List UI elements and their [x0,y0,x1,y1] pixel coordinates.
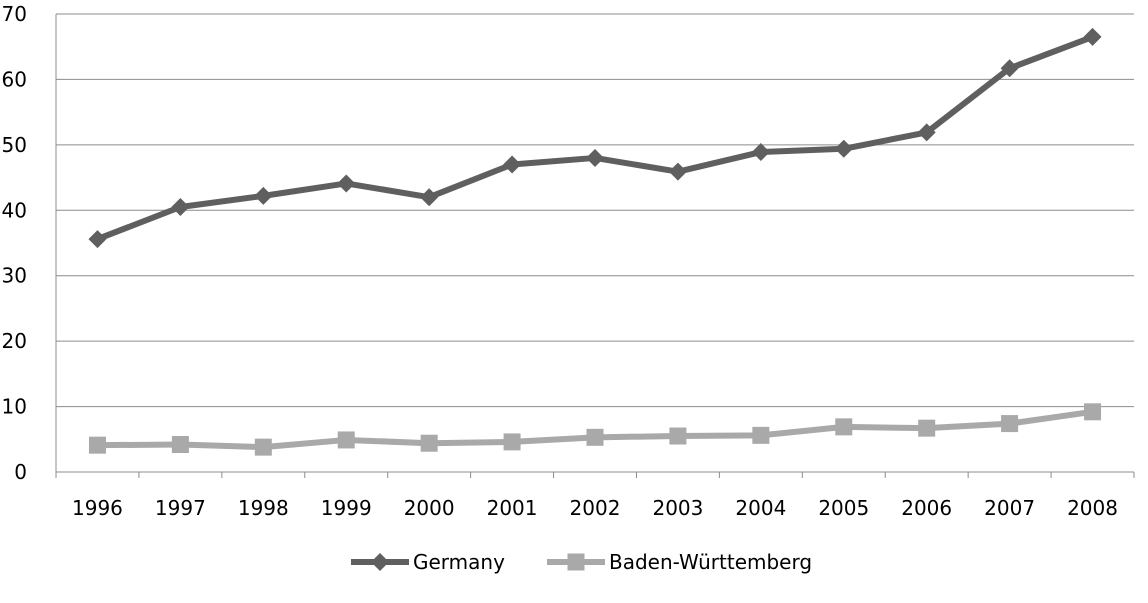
data-point [1083,27,1102,46]
data-point [917,123,936,142]
data-point [88,436,106,454]
x-tick-label: 2008 [1067,496,1118,520]
series-baden-w-rttemberg [88,403,1102,456]
data-point [254,186,273,205]
legend-swatch-marker [567,553,585,571]
data-point [835,418,853,436]
data-point [669,427,687,445]
series-germany [88,27,1102,249]
x-tick-label: 2007 [984,496,1035,520]
legend-label: Baden-Württemberg [609,550,812,574]
x-tick-label: 2004 [735,496,786,520]
x-tick-label: 1998 [238,496,289,520]
y-tick-label: 40 [2,198,27,222]
x-tick-label: 2001 [487,496,538,520]
y-tick-label: 10 [2,395,27,419]
y-tick-label: 20 [2,329,27,353]
gridlines [56,13,1134,408]
data-point [1000,59,1019,78]
data-point [171,198,190,217]
legend-item: Baden-Württemberg [547,550,812,574]
x-tick-label: 1999 [321,496,372,520]
x-tick-label: 2003 [652,496,703,520]
data-point [337,431,355,449]
data-point [751,143,770,162]
y-tick-label: 50 [2,133,27,157]
series-line [94,33,1096,243]
x-tick-label: 2005 [818,496,869,520]
legend-swatch-marker [371,553,389,571]
data-point [420,188,439,207]
data-point [586,148,604,167]
data-point [88,230,107,249]
x-tick-labels: 1996 1997 1998 1999 2000 2001 2002 2003 2004 2005… [72,496,1118,520]
data-point [1084,403,1102,421]
x-tick-label: 2002 [570,496,621,520]
data-point [752,426,770,444]
data-point [1001,415,1019,433]
legend-item: Germany [351,550,505,574]
data-point [918,419,936,437]
x-tick-label: 2006 [901,496,952,520]
y-tick-labels: 0 10 20 30 40 50 60 70 [2,2,27,484]
legend-label: Germany [413,550,505,574]
series [88,27,1102,456]
data-point [668,162,687,181]
data-point [254,438,272,456]
x-tick-label: 2000 [404,496,455,520]
data-point [420,434,438,452]
y-tick-label: 70 [2,2,27,26]
data-point [834,139,853,158]
data-point [586,428,604,446]
y-tick-label: 60 [2,67,27,91]
data-point [171,436,189,454]
axes [55,14,1135,478]
data-point [503,155,522,174]
x-tick-label: 1996 [72,496,123,520]
y-tick-label: 0 [14,460,27,484]
data-point [337,174,356,193]
legend: Germany Baden-Württemberg [351,550,812,574]
y-tick-label: 30 [2,264,27,288]
data-point [503,433,521,451]
x-tick-label: 1997 [155,496,206,520]
